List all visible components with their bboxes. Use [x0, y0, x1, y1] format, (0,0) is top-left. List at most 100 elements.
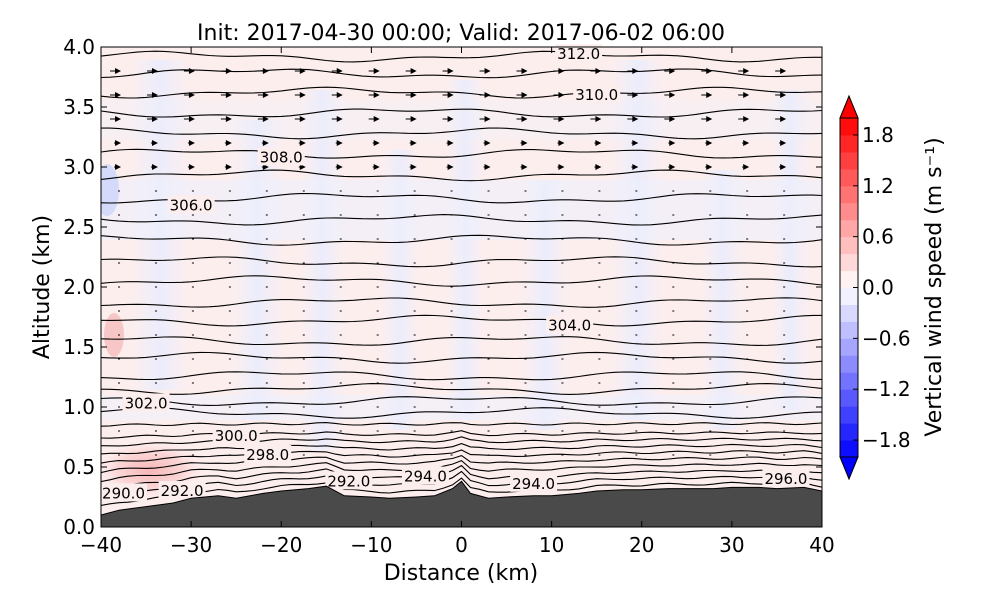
wind-vector: [376, 406, 379, 408]
wind-vector: [746, 262, 749, 264]
theta-contour-line: [101, 234, 822, 246]
wind-vector: [450, 406, 453, 408]
wind-vector: [746, 310, 749, 312]
theta-contour-line: [101, 464, 822, 491]
wind-vector: [302, 310, 305, 312]
wind-vector: [442, 116, 454, 122]
wind-vector: [376, 310, 379, 312]
wind-vector: [413, 430, 416, 432]
wind-vector: [746, 214, 749, 216]
wind-vector: [709, 382, 712, 384]
theta-contour-line: [101, 297, 822, 308]
wind-vector: [331, 116, 343, 122]
wind-vector: [183, 92, 195, 98]
contour-label-bg: [546, 315, 594, 334]
contour-label-bg: [122, 393, 170, 412]
wind-vector: [446, 164, 454, 170]
x-tick-label: 0: [455, 533, 468, 557]
wind-vector: [783, 262, 786, 264]
wind-vector: [742, 140, 750, 146]
wind-vector: [368, 116, 380, 122]
wind-vector: [228, 334, 231, 336]
theta-contour-line: [101, 214, 822, 226]
theta-contour-line: [101, 396, 822, 406]
colorbar-segment: [840, 304, 858, 322]
x-tick-label: 20: [629, 533, 654, 557]
wind-vector: [376, 238, 379, 240]
theta-contours: [101, 50, 822, 506]
wind-vector: [224, 140, 232, 146]
y-axis-ticks: 0.0 0.5 1.0 1.5 2.0 2.5 3.0 3.5 4.0: [63, 35, 822, 539]
wind-vector: [257, 92, 269, 98]
wind-vector: [598, 334, 601, 336]
contour-label: 298.0: [246, 446, 289, 464]
wind-vector: [631, 164, 639, 170]
wind-vector: [265, 406, 268, 408]
colorbar-segment: [840, 423, 858, 441]
wind-vector: [376, 286, 379, 288]
wind-vector: [118, 454, 121, 456]
colorbar-segment: [840, 134, 858, 153]
wind-vector: [372, 140, 380, 146]
wind-vector: [187, 140, 195, 146]
colorbar-tick-label: −1.8: [862, 428, 911, 452]
wind-vector: [154, 382, 157, 384]
wind-vector: [746, 286, 749, 288]
wind-vector: [331, 68, 343, 74]
colorbar-tick-label: 1.2: [862, 174, 894, 198]
wind-vector: [110, 92, 122, 98]
contour-label: 302.0: [125, 394, 168, 412]
wind-vector: [154, 238, 157, 240]
colorbar: 1.8 1.2 0.6 0.0 −0.6 −1.2 −1.8: [839, 94, 911, 481]
wind-vector: [524, 262, 527, 264]
wind-vector: [450, 238, 453, 240]
wind-vector: [339, 286, 342, 288]
wind-vector: [265, 334, 268, 336]
y-tick-label: 0.0: [63, 515, 95, 539]
colorbar-extend-min: [839, 456, 859, 481]
theta-contour-line: [101, 314, 822, 327]
theta-contour-line: [101, 192, 822, 204]
wind-vector: [635, 382, 638, 384]
wind-vector: [331, 92, 343, 98]
contour-labels: 290.0 292.0 292.0 294.0 294.0 296.0 298.0300.0…: [100, 44, 810, 502]
y-tick-label: 1.5: [63, 335, 95, 359]
contour-label-bg: [167, 195, 215, 214]
wind-vector: [118, 358, 121, 360]
wind-vector: [598, 238, 601, 240]
wind-vector: [298, 140, 306, 146]
theta-contour-line: [101, 336, 822, 346]
wind-vector: [187, 164, 195, 170]
wind-vector: [265, 214, 268, 216]
wind-vector: [228, 190, 231, 192]
contour-label: 292.0: [327, 472, 370, 490]
theta-contour-line: [101, 371, 822, 381]
wind-vector: [598, 454, 601, 456]
wind-vector: [146, 116, 158, 122]
wind-vector: [154, 190, 157, 192]
wind-vector: [339, 334, 342, 336]
wind-vector: [672, 262, 675, 264]
wind-vector: [664, 68, 676, 74]
wind-vector: [118, 382, 121, 384]
wind-vector: [228, 286, 231, 288]
wind-vector: [561, 310, 564, 312]
wind-vector: [487, 430, 490, 432]
contour-label-bg: [401, 466, 449, 485]
wind-vector: [479, 116, 491, 122]
contour-label: 290.0: [102, 484, 145, 502]
contour-label-bg: [325, 471, 373, 490]
wind-vector: [302, 406, 305, 408]
wind-vector: [738, 116, 750, 122]
wind-vector: [598, 262, 601, 264]
wind-vector: [705, 164, 713, 170]
wind-vector: [487, 406, 490, 408]
colorbar-segment: [840, 321, 858, 339]
wind-vector: [635, 430, 638, 432]
colorbar-segment: [840, 168, 858, 187]
wind-vector: [302, 430, 305, 432]
wind-vector: [413, 334, 416, 336]
wind-vector: [775, 92, 787, 98]
wind-vector: [783, 334, 786, 336]
wind-vector: [302, 214, 305, 216]
